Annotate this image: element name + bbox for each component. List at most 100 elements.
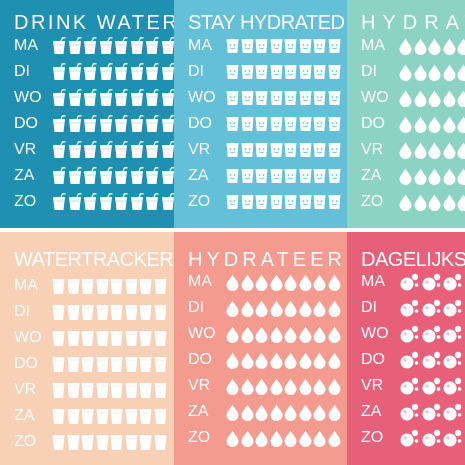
day-label: DO bbox=[361, 115, 385, 132]
water-drop-icon bbox=[414, 168, 426, 185]
water-drop-icon bbox=[414, 116, 426, 133]
water-drop-icon bbox=[313, 352, 326, 369]
glass-straw-icon bbox=[161, 115, 174, 132]
day-label: ZO bbox=[188, 193, 211, 210]
glass-icon bbox=[96, 408, 108, 424]
day-label: ZA bbox=[188, 167, 209, 184]
day-row: DO bbox=[188, 349, 341, 371]
smiley-glass-icon bbox=[226, 169, 239, 183]
glass-straw-icon bbox=[84, 89, 97, 106]
water-drop-icon bbox=[226, 300, 239, 317]
day-label: DO bbox=[188, 351, 212, 368]
icon-row bbox=[52, 434, 167, 451]
water-drop-icon bbox=[255, 404, 268, 421]
glass-straw-icon bbox=[130, 37, 143, 54]
day-row: VR bbox=[188, 139, 341, 161]
glass-straw-icon bbox=[99, 167, 112, 184]
smiley-glass-icon bbox=[328, 65, 340, 79]
day-row: WO bbox=[188, 87, 341, 109]
day-label: VR bbox=[188, 377, 211, 394]
smiley-glass-icon bbox=[313, 91, 326, 105]
day-row: ZO bbox=[14, 431, 167, 453]
day-row: DO bbox=[188, 113, 341, 135]
icon-row bbox=[399, 142, 465, 159]
water-drop-icon bbox=[241, 274, 253, 291]
glass-icon bbox=[125, 278, 137, 294]
water-drop-icon bbox=[255, 300, 268, 317]
water-drop-icon bbox=[270, 300, 282, 317]
bubbles-icon bbox=[400, 325, 419, 343]
water-drop-icon bbox=[270, 352, 282, 369]
day-row: VR bbox=[361, 139, 465, 161]
glass-straw-icon bbox=[99, 89, 112, 106]
glass-icon bbox=[52, 304, 65, 320]
water-drop-icon bbox=[457, 90, 465, 107]
icon-row bbox=[399, 403, 465, 421]
glass-straw-icon bbox=[99, 37, 112, 54]
day-row: ZA bbox=[188, 165, 341, 187]
day-row: WO bbox=[14, 327, 167, 349]
day-row: MA bbox=[188, 271, 341, 293]
glass-icon bbox=[96, 434, 108, 450]
water-drop-icon bbox=[313, 274, 326, 291]
glass-straw-icon bbox=[84, 63, 97, 80]
glass-straw-icon bbox=[115, 193, 128, 210]
day-label: DI bbox=[361, 63, 377, 80]
glass-straw-icon bbox=[84, 115, 97, 132]
day-label: MA bbox=[14, 277, 38, 294]
glass-icon bbox=[139, 356, 152, 372]
panel-watertracker: WATERTRACKER MA DI bbox=[0, 232, 174, 465]
icon-row bbox=[226, 352, 341, 369]
water-drop-icon bbox=[399, 142, 412, 159]
day-row: ZA bbox=[14, 405, 167, 427]
glass-straw-icon bbox=[53, 193, 66, 210]
water-drop-icon bbox=[443, 142, 455, 159]
water-drop-icon bbox=[328, 274, 340, 291]
water-drop-icon bbox=[226, 378, 239, 395]
day-label: MA bbox=[188, 273, 212, 290]
smiley-glass-icon bbox=[270, 143, 282, 157]
glass-straw-icon bbox=[115, 167, 128, 184]
glass-icon bbox=[52, 434, 65, 450]
water-drop-icon bbox=[284, 378, 297, 395]
water-drop-icon bbox=[313, 404, 326, 421]
water-drop-icon bbox=[399, 90, 412, 107]
glass-icon bbox=[110, 278, 123, 294]
water-drop-icon bbox=[428, 38, 441, 55]
icon-row bbox=[52, 408, 167, 425]
water-drop-icon bbox=[443, 90, 455, 107]
panel-title: HYDRATEER bbox=[188, 249, 346, 271]
water-drop-icon bbox=[428, 194, 441, 211]
icon-row bbox=[226, 168, 341, 184]
icon-row bbox=[226, 194, 341, 210]
smiley-glass-icon bbox=[313, 169, 326, 183]
glass-icon bbox=[139, 408, 152, 424]
day-label: WO bbox=[361, 89, 389, 106]
day-row: ZO bbox=[361, 191, 465, 213]
smiley-glass-icon bbox=[226, 39, 239, 53]
smiley-glass-icon bbox=[299, 65, 311, 79]
day-row: MA bbox=[14, 275, 167, 297]
water-drop-icon bbox=[255, 352, 268, 369]
glass-straw-icon bbox=[146, 63, 159, 80]
glass-straw-icon bbox=[146, 115, 159, 132]
smiley-glass-icon bbox=[241, 195, 253, 209]
day-row: DO bbox=[14, 113, 174, 135]
smiley-glass-icon bbox=[226, 143, 239, 157]
bubbles-icon bbox=[443, 351, 462, 369]
smiley-glass-icon bbox=[270, 117, 282, 131]
glass-icon bbox=[67, 356, 79, 372]
water-drop-icon bbox=[443, 168, 455, 185]
water-drop-icon bbox=[226, 326, 239, 343]
smiley-glass-icon bbox=[255, 195, 268, 209]
smiley-glass-icon bbox=[241, 117, 253, 131]
bubbles-icon bbox=[443, 325, 462, 343]
day-label: ZA bbox=[188, 403, 209, 420]
water-drop-icon bbox=[399, 64, 412, 81]
water-drop-icon bbox=[270, 378, 282, 395]
glass-icon bbox=[52, 330, 65, 346]
smiley-glass-icon bbox=[284, 143, 297, 157]
day-label: DO bbox=[188, 115, 212, 132]
glass-straw-icon bbox=[115, 115, 128, 132]
glass-icon bbox=[52, 278, 65, 294]
